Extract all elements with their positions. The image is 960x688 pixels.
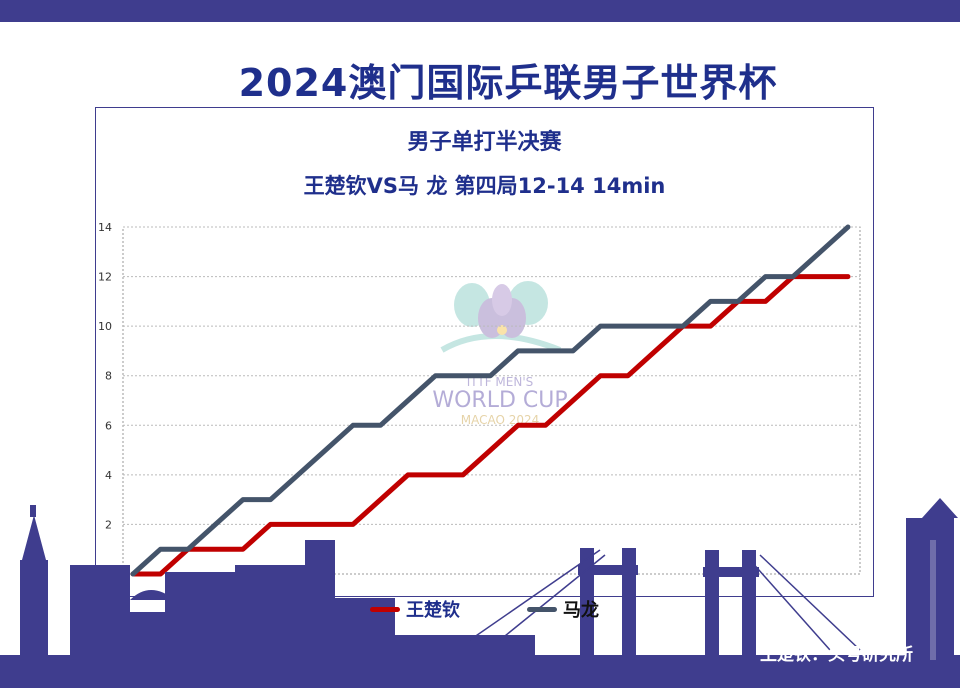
legend-label-ma: 马龙 xyxy=(563,600,599,621)
macau-skyline-illustration xyxy=(0,498,960,688)
y-tick-label-12: 12 xyxy=(98,271,112,284)
chart-title: 男子单打半决赛 xyxy=(407,130,562,155)
legend-item-wang: 王楚钦 xyxy=(370,596,460,622)
y-tick-label-2: 2 xyxy=(105,518,112,531)
legend-swatch-ma xyxy=(527,606,557,612)
logo-line-2: WORLD CUP xyxy=(432,388,567,413)
world-cup-logo: ITTF MEN'S WORLD CUP MACAO 2024 xyxy=(432,281,568,427)
chart-subtitle: 王楚钦VS马 龙 第四局12-14 14min xyxy=(303,174,666,198)
logo-line-1: ITTF MEN'S xyxy=(467,375,534,389)
y-tick-label-10: 10 xyxy=(98,320,112,333)
chart-frame xyxy=(95,107,874,597)
legend-item-ma: 马龙 xyxy=(527,596,599,622)
top-banner xyxy=(0,0,960,22)
legend-label-wang: 王楚钦 xyxy=(406,600,460,621)
y-tick-label-8: 8 xyxy=(105,370,112,383)
plot-area: 2 4 6 8 10 12 14 xyxy=(98,221,861,577)
y-tick-label-4: 4 xyxy=(105,469,112,482)
page-title: 2024澳门国际乒联男子世界杯 xyxy=(238,61,778,105)
watermark-text: 王楚钦：头号研究所 xyxy=(760,645,913,665)
legend-swatch-wang xyxy=(370,606,400,612)
y-tick-label-6: 6 xyxy=(105,419,112,432)
y-tick-label-14: 14 xyxy=(98,221,112,234)
